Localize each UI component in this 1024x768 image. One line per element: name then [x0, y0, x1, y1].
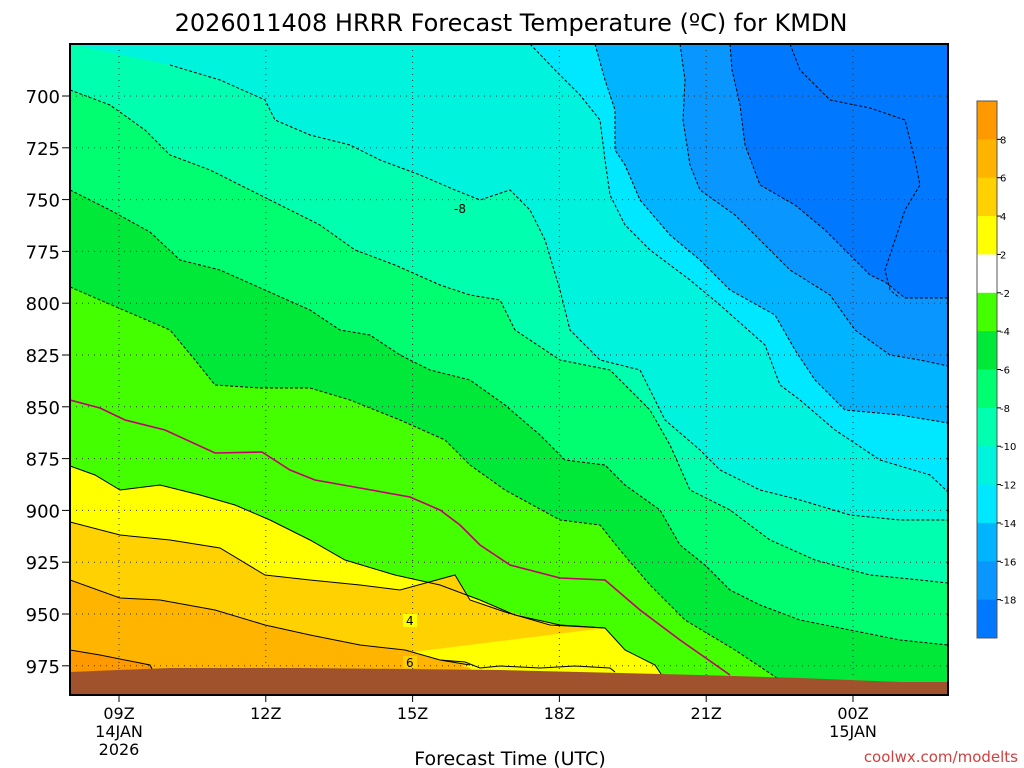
- colorbar-swatch: [977, 522, 997, 562]
- contour-label-6: 6: [406, 656, 414, 670]
- colorbar-label: -14: [1000, 519, 1016, 530]
- grid-lines: [70, 44, 948, 695]
- contour-label-bg-minus-8: [450, 202, 476, 215]
- contour-label-bg-4: [403, 614, 417, 627]
- contour-label-minus-8: -8: [454, 202, 466, 216]
- contour-lines: [70, 44, 948, 681]
- colorbar-swatch: [977, 331, 997, 370]
- colorbar-label: -4: [1000, 327, 1010, 338]
- colorbar-swatch: [977, 446, 997, 486]
- x-tick-label: 12Z: [250, 704, 281, 723]
- x-tick-label: 21Z: [691, 704, 722, 723]
- colorbar-swatch: [977, 561, 997, 601]
- contour-minus-14: [679, 44, 948, 367]
- colorbar-label: -10: [1000, 442, 1016, 453]
- contour-plus-6: [70, 579, 471, 666]
- plot-frame: [69, 43, 949, 696]
- colorbar-swatch: [977, 599, 997, 639]
- x-tick-sublabel: 2026: [99, 740, 140, 759]
- x-tick-label: 00Z: [837, 704, 868, 723]
- contour-minus-2: [70, 286, 781, 681]
- credit-text: coolwx.com/modelts: [864, 748, 1018, 766]
- colorbar-swatch: [977, 369, 997, 409]
- colorbar-swatch: [977, 177, 997, 217]
- contour-label-4: 4: [406, 614, 414, 628]
- contour-minus-4: [70, 189, 948, 646]
- band-plus-6b: [70, 580, 480, 690]
- colorbar-label: 8: [1000, 135, 1006, 146]
- contour-minus-18: [789, 44, 921, 299]
- colorbar: 8 6 4 2 -2 -4 -6 -8 -10 -12 -14 -16 -18: [976, 100, 1016, 639]
- y-tick-label: 925: [26, 553, 60, 574]
- colorbar-label: -2: [1000, 289, 1010, 300]
- x-tick-label: 18Z: [544, 704, 575, 723]
- x-tick-sublabel: 14JAN: [95, 722, 143, 741]
- contour-plus-6-low: [439, 659, 616, 673]
- contour-minus-8: [169, 64, 948, 521]
- x-tick-label: 09Z: [103, 704, 134, 723]
- colorbar-label: 6: [1000, 174, 1006, 185]
- colorbar-swatch: [977, 139, 997, 179]
- y-tick-label: 750: [26, 191, 60, 212]
- x-tick-sublabel: 15JAN: [829, 722, 877, 741]
- colorbar-label: -16: [1000, 557, 1016, 568]
- colorbar-label: -8: [1000, 404, 1010, 415]
- x-tick-label: 15Z: [397, 704, 428, 723]
- colorbar-label: 2: [1000, 250, 1006, 261]
- y-tick-label: 875: [26, 450, 60, 471]
- y-tick-label: 800: [26, 294, 60, 315]
- y-tick-label: 775: [26, 242, 60, 263]
- y-tick-label: 950: [26, 605, 60, 626]
- colorbar-swatch: [977, 216, 997, 255]
- y-tick-label: 900: [26, 501, 60, 522]
- contour-plus-4: [70, 521, 606, 629]
- chart-title: 2026011408 HRRR Forecast Temperature (ºC…: [175, 9, 848, 37]
- contour-minus-16: [729, 44, 948, 299]
- y-tick-label: 850: [26, 398, 60, 419]
- contour-zero: [70, 399, 731, 676]
- contour-minus-10: [529, 44, 948, 493]
- colorbar-swatch: [977, 407, 997, 447]
- contour-label-bg-6: [403, 656, 417, 668]
- colorbar-swatch: [977, 101, 997, 140]
- colorbar-label: 4: [1000, 212, 1006, 223]
- plot-area: [70, 44, 948, 695]
- y-axis: 700 725 750 775 800 825 850 875 900 925 950 975: [26, 87, 70, 678]
- colorbar-swatch: [977, 254, 997, 294]
- colorbar-swatch: [977, 484, 997, 524]
- contour-minus-12: [594, 44, 948, 424]
- y-tick-label: 975: [26, 657, 60, 678]
- y-tick-label: 725: [26, 139, 60, 160]
- y-tick-label: 825: [26, 346, 60, 367]
- terrain: [70, 668, 948, 695]
- y-tick-label: 700: [26, 87, 60, 108]
- x-axis-label: Forecast Time (UTC): [414, 748, 605, 768]
- contour-plus-2: [70, 465, 666, 681]
- colorbar-swatch: [977, 292, 997, 332]
- colorbar-label: -6: [1000, 366, 1010, 377]
- colorbar-label: -12: [1000, 481, 1016, 492]
- colorbar-label: -18: [1000, 596, 1016, 607]
